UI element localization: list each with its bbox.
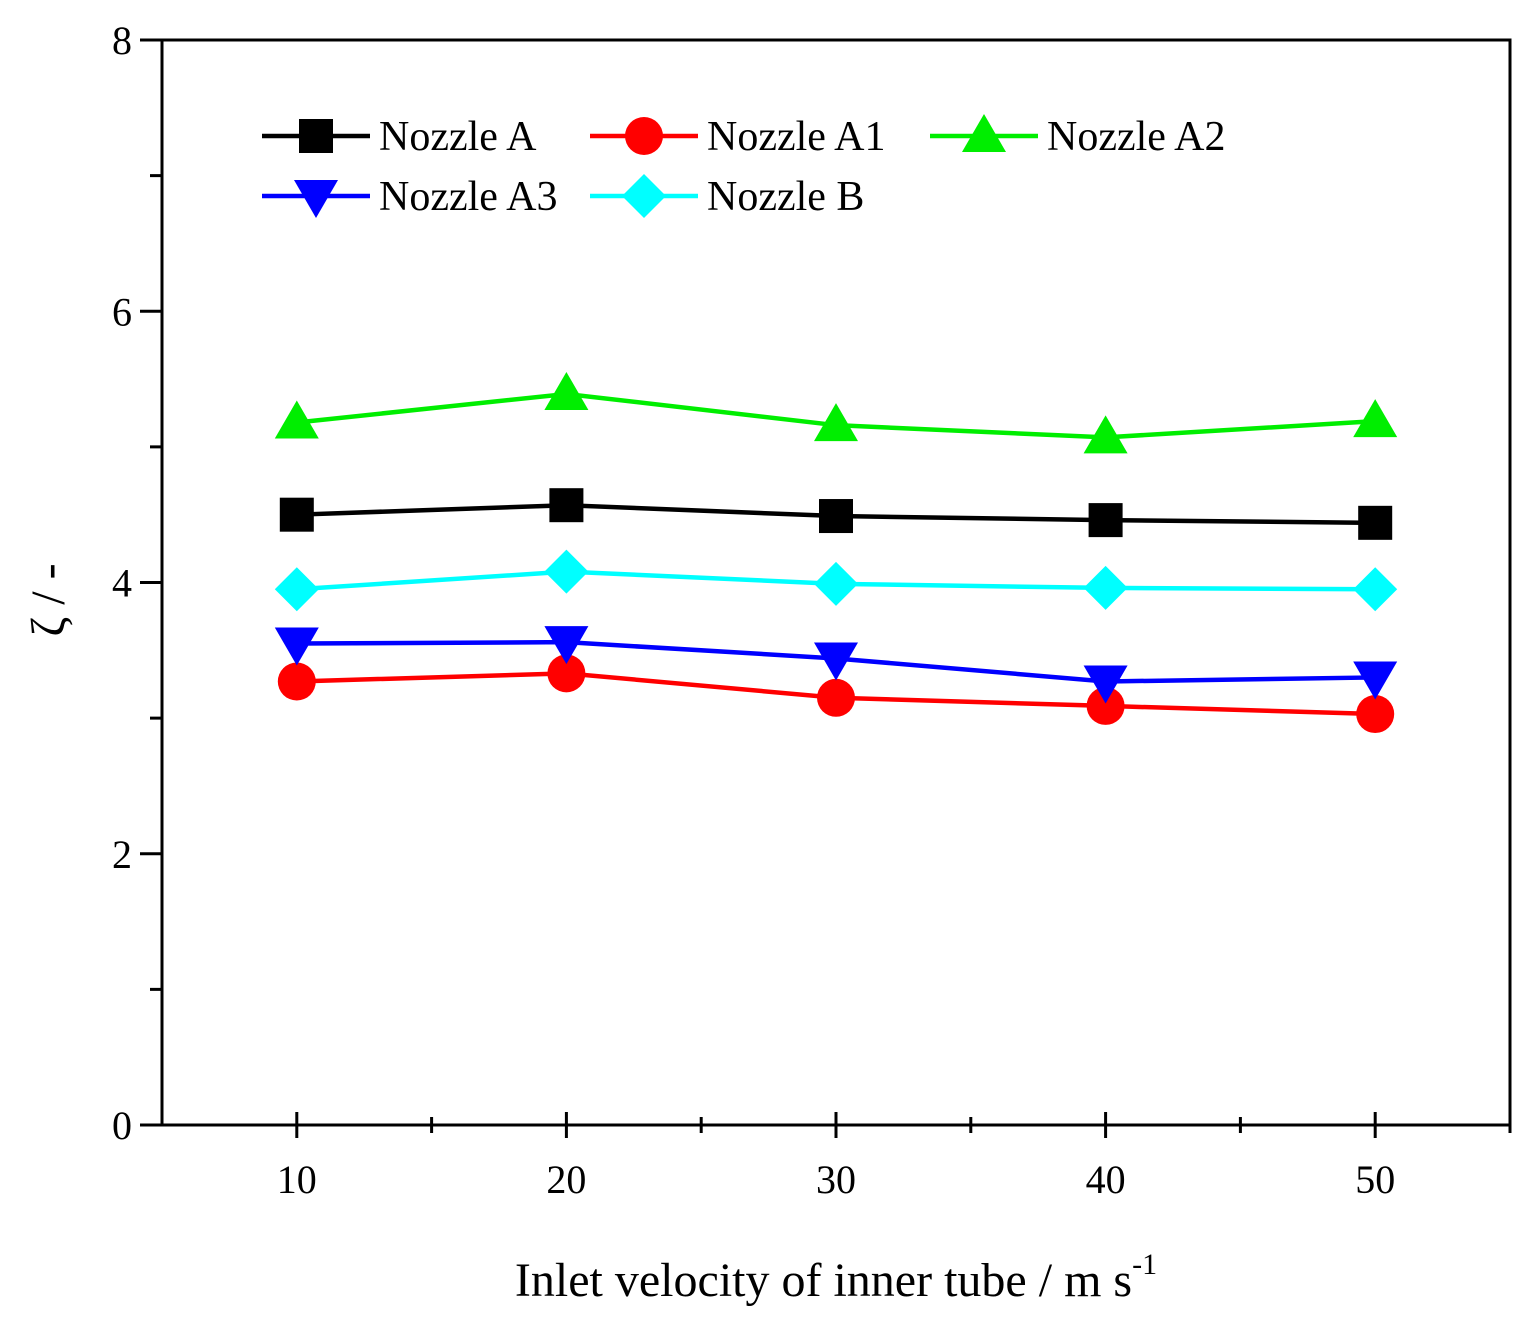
data-point: [544, 371, 589, 410]
series-nozzle-a: [279, 488, 1393, 540]
data-point: [274, 400, 319, 439]
x-tick-label: 10: [277, 1157, 317, 1202]
data-point: [1086, 686, 1125, 725]
data-point: [1083, 565, 1128, 610]
data-point: [549, 488, 584, 523]
x-axis: 10 20 30 40 50: [277, 1112, 1512, 1202]
x-axis-title: Inlet velocity of inner tube / m s-1: [515, 1248, 1157, 1307]
y-tick-label: 2: [112, 832, 132, 877]
legend-marker: [299, 119, 333, 153]
x-tick-label: 20: [546, 1157, 586, 1202]
data-point: [274, 627, 319, 666]
y-tick-label: 4: [112, 561, 132, 606]
data-point: [814, 642, 858, 681]
legend-marker: [962, 114, 1006, 152]
data-point: [547, 654, 586, 693]
series-nozzle-b: [274, 549, 1398, 612]
series-nozzle-a2: [274, 371, 1398, 454]
data-point: [544, 549, 589, 594]
legend-label: Nozzle A3: [379, 174, 557, 220]
x-tick-label: 50: [1355, 1157, 1395, 1202]
x-tick-label: 30: [816, 1157, 856, 1202]
data-point: [1083, 415, 1128, 454]
legend-marker: [622, 174, 666, 218]
y-axis: 0 2 4 6 8: [112, 18, 162, 1148]
legend-label: Nozzle A2: [1047, 114, 1225, 160]
legend-label: Nozzle A1: [707, 114, 885, 160]
data-point: [1358, 505, 1393, 540]
series-nozzle-a1: [277, 654, 1395, 734]
data-point: [1353, 567, 1398, 612]
data-point: [1356, 695, 1395, 734]
x-axis-title-superscript: -1: [1132, 1248, 1157, 1281]
data-point: [1083, 665, 1128, 704]
series-nozzle-a3: [274, 626, 1398, 704]
legend-label: Nozzle B: [707, 174, 864, 220]
legend-entry: Nozzle A3: [262, 174, 557, 220]
legend-marker: [294, 180, 338, 218]
data-point: [1353, 661, 1398, 700]
data-point: [817, 678, 855, 717]
data-point: [277, 662, 316, 701]
x-axis-title-text: Inlet velocity of inner tube / m s: [515, 1254, 1132, 1307]
data-point: [814, 561, 858, 606]
series-layer: [274, 371, 1398, 734]
legend-entry: Nozzle A2: [930, 114, 1225, 160]
data-point: [1353, 399, 1398, 438]
y-tick-label: 6: [112, 289, 132, 334]
legend: Nozzle A Nozzle A1 Nozzle A2 Nozzle A3 Nozzl…: [262, 114, 1225, 220]
data-point: [274, 567, 319, 612]
y-tick-label: 0: [112, 1103, 132, 1148]
y-tick-label: 8: [112, 18, 132, 63]
x-tick-label: 40: [1086, 1157, 1126, 1202]
y-axis-title: ζ / -: [22, 563, 75, 636]
data-point: [544, 626, 589, 665]
data-point: [1088, 503, 1123, 538]
data-point: [819, 499, 853, 534]
legend-marker: [625, 117, 663, 155]
legend-entry: Nozzle A: [262, 114, 537, 160]
legend-entry: Nozzle B: [590, 174, 864, 220]
legend-label: Nozzle A: [379, 114, 537, 160]
legend-entry: Nozzle A1: [590, 114, 885, 160]
data-point: [814, 403, 858, 442]
data-point: [279, 497, 314, 532]
